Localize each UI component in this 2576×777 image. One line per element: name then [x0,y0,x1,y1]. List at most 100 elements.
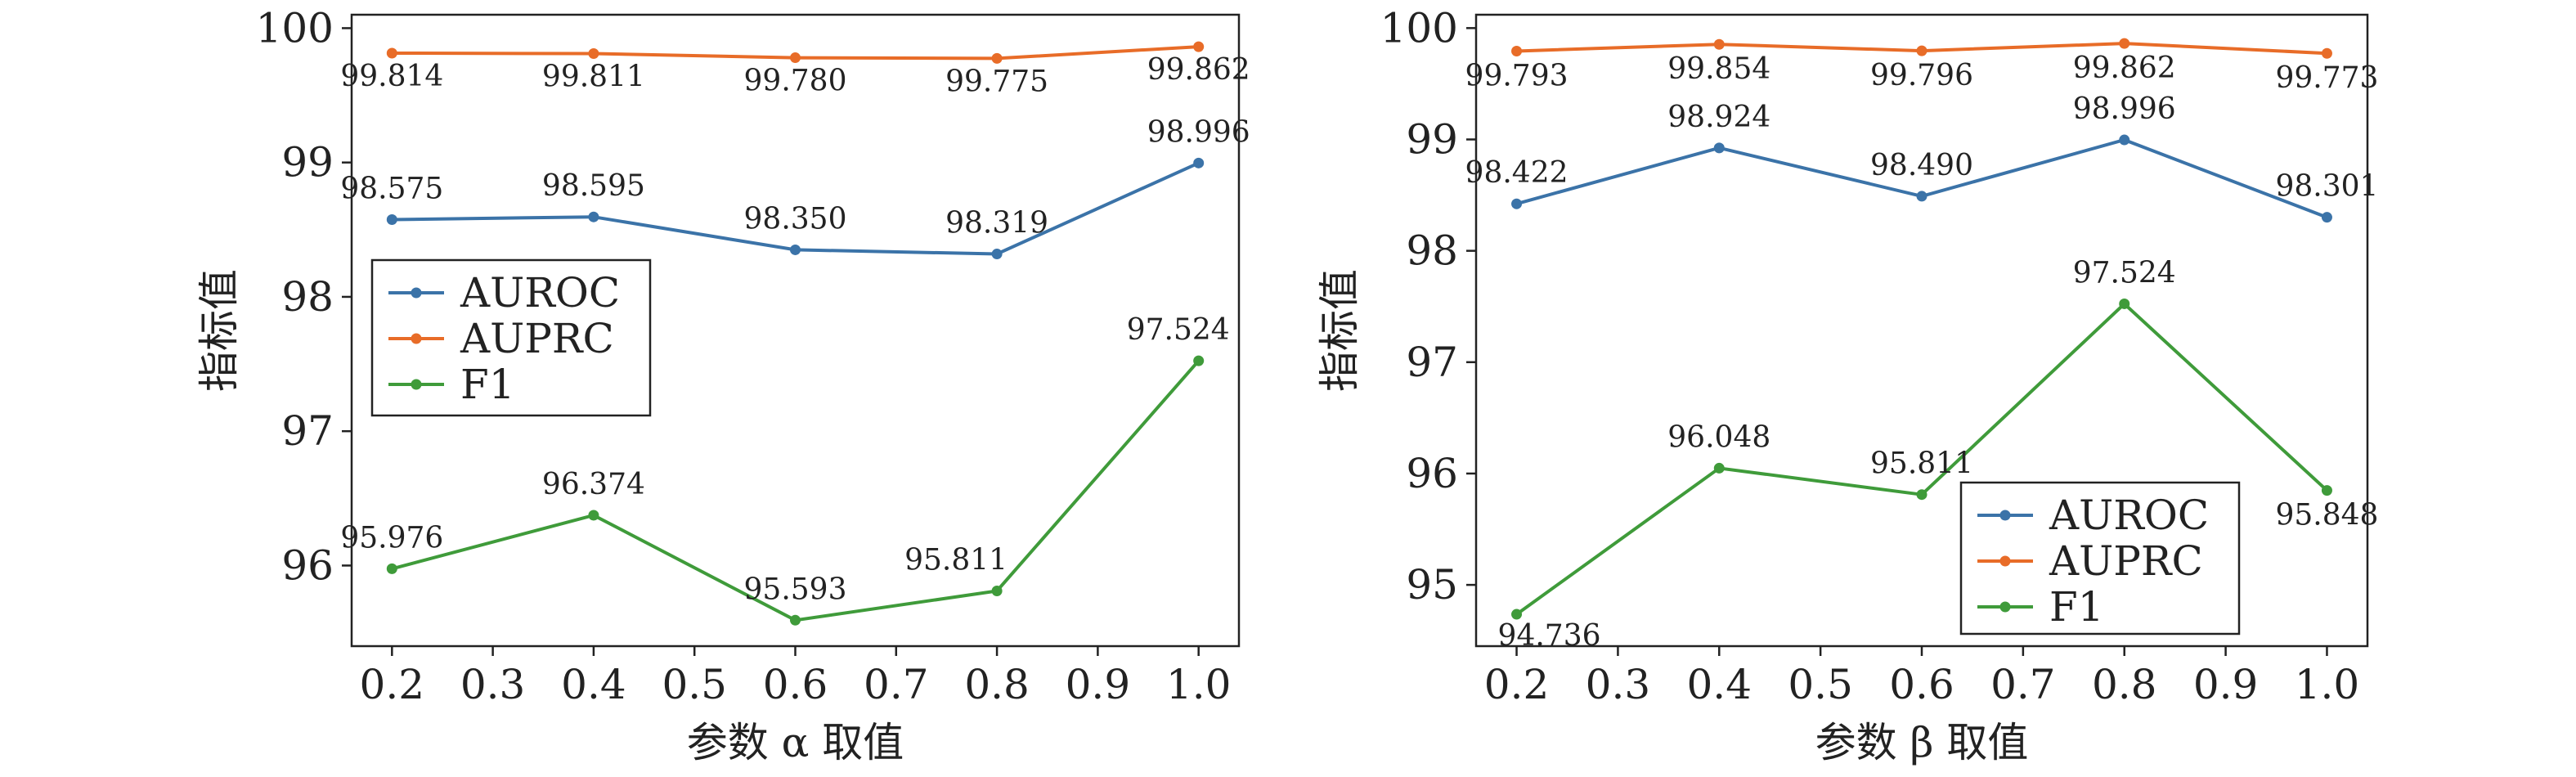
data-point [1713,142,1725,154]
data-point [1193,41,1205,52]
data-label: 98.996 [2073,92,2176,126]
x-tick-label: 0.7 [864,661,929,708]
chart-beta: 0.2 0.3 0.4 0.5 0.6 0.7 0.8 0.9 1.0 95 96 97 98 99 100… [1316,4,2378,766]
data-point [386,563,397,574]
y-tick-label: 97 [1406,339,1458,386]
x-tick-label: 0.6 [1889,661,1954,708]
data-point [2321,212,2332,223]
y-tick-label: 100 [1380,4,1458,52]
data-label: 95.811 [904,543,1008,577]
y-tick-label: 98 [1406,227,1458,275]
x-tick-label: 0.7 [1990,661,2056,708]
legend-entry: AUPRC [2049,537,2203,585]
data-point [1193,355,1205,366]
data-point [991,249,1003,260]
y-tick-label: 97 [281,407,334,455]
data-label: 99.862 [1147,53,1250,87]
x-tick-label: 0.8 [964,661,1030,708]
data-point [2119,134,2130,146]
data-label: 95.593 [744,573,847,606]
data-point [2119,38,2130,49]
data-label: 94.736 [1498,619,1601,653]
x-tick-label: 0.4 [1687,661,1752,708]
x-tick-label: 0.8 [2092,661,2157,708]
legend-marker [1999,555,2011,567]
x-tick-label: 0.4 [561,661,626,708]
y-tick-label: 99 [1406,115,1458,163]
data-point [2321,47,2332,59]
data-label: 98.422 [1465,156,1568,190]
legend-entry: AUROC [460,269,620,317]
data-label: 97.524 [2073,256,2176,290]
data-point [1511,46,1523,57]
data-label: 99.854 [1667,52,1770,86]
data-point [1916,45,1928,56]
x-tick-label: 0.6 [763,661,828,708]
x-tick-label: 0.2 [1484,661,1550,708]
x-axis-label: 参数 β 取值 [1815,719,2029,766]
y-tick-label: 99 [281,139,334,186]
y-tick-label: 98 [281,273,334,321]
data-label: 95.811 [1870,447,1973,481]
data-label: 99.862 [2073,52,2176,85]
data-point [1511,609,1523,620]
y-axis-label: 指标值 [195,269,243,392]
y-tick-label: 96 [1406,450,1458,497]
data-label: 99.796 [1870,59,1973,92]
data-point [1713,38,1725,50]
x-axis-label: 参数 α 取值 [687,719,904,766]
x-tick-label: 0.2 [360,661,425,708]
data-point [1713,462,1725,474]
legend-marker [411,379,422,390]
data-label: 98.595 [542,169,645,203]
data-point [1511,198,1523,209]
chart-alpha: 0.2 0.3 0.4 0.5 0.6 0.7 0.8 0.9 1.0 96 97 98 99 100 参数… [195,4,1250,766]
x-tick-label: 0.5 [662,661,727,708]
x-tick-label: 0.3 [460,661,526,708]
x-tick-label: 1.0 [2295,661,2360,708]
data-point [991,585,1003,596]
data-point [991,52,1003,64]
legend-entry: F1 [460,361,515,408]
data-point [386,213,397,225]
data-label: 95.976 [340,521,443,555]
x-tick-label: 1.0 [1166,661,1232,708]
data-point [1193,157,1205,168]
data-label: 97.524 [1127,313,1230,347]
legend-entry: AUPRC [460,315,614,362]
data-label: 98.924 [1667,101,1770,134]
legend-marker [411,333,422,344]
x-tick-label: 0.9 [2193,661,2259,708]
legend-marker [1999,510,2011,521]
data-label: 98.575 [340,172,443,205]
x-tick-label: 0.3 [1586,661,1651,708]
data-point [790,52,801,64]
data-label: 99.793 [1465,60,1568,93]
data-label: 99.814 [340,60,443,93]
data-label: 96.048 [1667,420,1770,454]
y-axis-label: 指标值 [1316,269,1363,392]
data-label: 99.773 [2275,61,2378,95]
y-tick-label: 96 [281,541,334,589]
data-label: 99.780 [744,65,847,98]
data-label: 99.811 [542,60,645,93]
legend-marker [411,287,422,299]
data-point [1916,489,1928,501]
legend-entry: F1 [2049,583,2104,631]
data-point [2119,298,2130,309]
legend-marker [1999,601,2011,613]
y-tick-label: 95 [1406,561,1458,609]
data-label: 99.775 [945,65,1048,98]
data-label: 98.301 [2275,170,2378,204]
data-point [588,211,599,222]
data-point [790,614,801,626]
data-point [790,244,801,255]
data-point [588,510,599,521]
data-label: 98.996 [1147,115,1250,149]
data-point [588,47,599,59]
data-label: 96.374 [542,468,645,501]
data-label: 95.848 [2275,499,2378,532]
legend-entry: AUROC [2049,492,2209,539]
data-label: 98.490 [1870,149,1973,182]
